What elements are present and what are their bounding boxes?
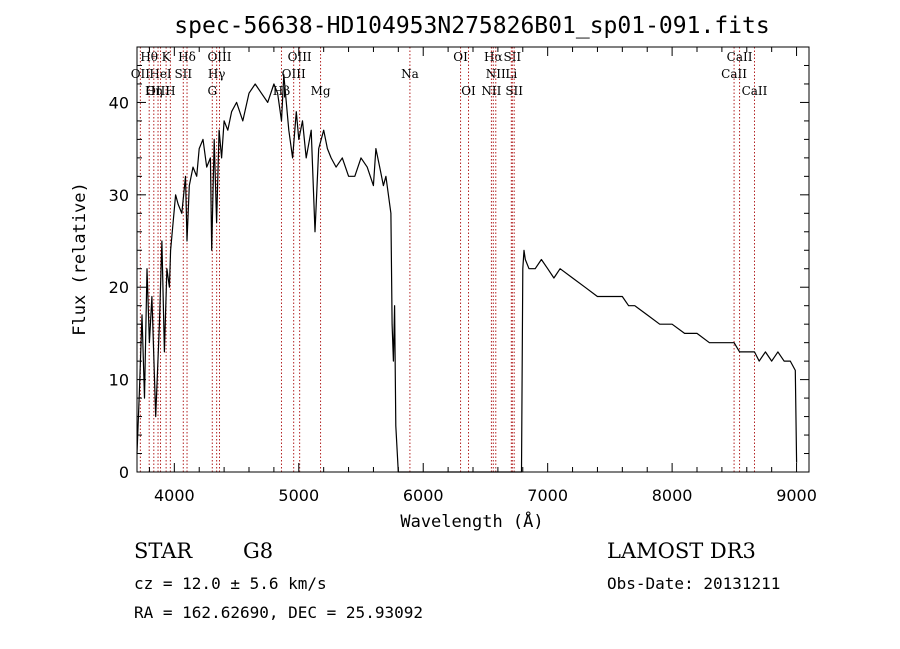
marker-label: SII [505, 84, 523, 98]
marker-label: Hα [484, 50, 503, 64]
marker-label: OIII [288, 50, 312, 64]
marker-label: G [207, 84, 217, 98]
y-tick-label: 10 [109, 371, 129, 390]
chart-title: spec-56638-HD104953N275826B01_sp01-091.f… [174, 13, 769, 39]
marker-label: SII [174, 67, 192, 81]
marker-label: OI [453, 50, 468, 64]
x-tick-label: 6000 [403, 486, 444, 505]
marker-label: Hβ [273, 84, 290, 98]
spectrum-line [136, 74, 798, 473]
y-tick-label: 0 [119, 463, 129, 482]
y-tick-label: 40 [109, 93, 129, 112]
axis-ticks: 4000 5000 6000 7000 8000 9000 0 10 20 30 40 [109, 46, 817, 505]
x-axis-title: Wavelength (Å) [400, 510, 543, 532]
marker-label: OIII [207, 50, 231, 64]
marker-label: K [162, 50, 172, 64]
x-tick-label: 4000 [154, 486, 195, 505]
x-tick-label: 5000 [278, 486, 319, 505]
x-tick-label: 9000 [776, 486, 817, 505]
marker-label: HeI [149, 67, 172, 81]
survey-name: LAMOST DR3 [607, 539, 756, 563]
marker-label: Hγ [208, 67, 226, 81]
marker-label: CaII [727, 50, 753, 64]
marker-label: NII [486, 67, 506, 81]
x-tick-label: 7000 [527, 486, 568, 505]
redshift-text: cz = 12.0 ± 5.6 km/s [134, 574, 327, 593]
coordinates-text: RA = 162.62690, DEC = 25.93092 [134, 603, 423, 622]
marker-label: OIII [146, 84, 170, 98]
marker-label: NII [481, 84, 501, 98]
marker-label: Mg [311, 84, 331, 98]
plot-frame [136, 46, 810, 473]
marker-label: OI [461, 84, 476, 98]
subclass: G8 [243, 539, 274, 563]
marker-label: Li [505, 67, 517, 81]
marker-label: OII [131, 67, 151, 81]
y-tick-label: 30 [109, 186, 129, 205]
marker-label: SII [503, 50, 521, 64]
y-axis-title: Flux (relative) [70, 182, 90, 336]
obs-date-text: Obs-Date: 20131211 [607, 574, 781, 593]
marker-label: Hθ [140, 50, 158, 64]
object-class: STAR [134, 539, 193, 563]
marker-label: OIII [282, 67, 306, 81]
marker-label: Hη [145, 84, 163, 98]
marker-label: Hδ [178, 50, 196, 64]
marker-label: Na [401, 67, 419, 81]
x-tick-label: 8000 [652, 486, 693, 505]
spectrum-series [136, 74, 798, 473]
marker-label: CaII [742, 84, 768, 98]
y-tick-label: 20 [109, 278, 129, 297]
marker-label: CaII [721, 67, 747, 81]
marker-label: H [165, 84, 175, 98]
